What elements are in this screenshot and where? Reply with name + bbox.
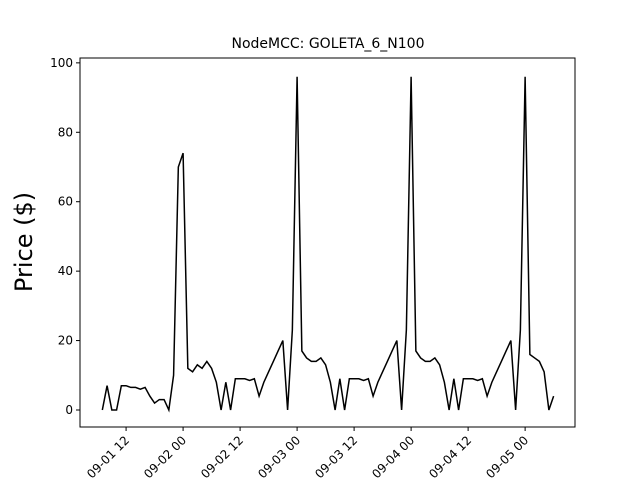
plot-frame xyxy=(79,57,576,428)
y-tick-label: 20 xyxy=(58,334,73,348)
x-tick-label: 09-05 00 xyxy=(483,433,531,480)
x-tick-label: 09-04 00 xyxy=(369,433,417,480)
price-line xyxy=(101,76,555,413)
y-tick-label: 80 xyxy=(58,125,73,139)
chart-title: NodeMCC: GOLETA_6_N100 xyxy=(232,36,425,52)
x-tick-label: 09-02 12 xyxy=(198,433,246,480)
x-tick-label: 09-02 00 xyxy=(141,433,189,480)
y-tick-label: 0 xyxy=(65,403,73,417)
y-tick-label: 60 xyxy=(58,195,73,209)
y-axis-label: Price ($) xyxy=(10,192,38,292)
y-tick-label: 100 xyxy=(50,56,73,70)
x-tick-label: 09-01 12 xyxy=(84,433,132,480)
x-tick-label: 09-03 12 xyxy=(312,433,360,480)
y-tick-label: 40 xyxy=(58,264,73,278)
x-tick-label: 09-04 12 xyxy=(426,433,474,480)
x-tick-label: 09-03 00 xyxy=(255,433,303,480)
